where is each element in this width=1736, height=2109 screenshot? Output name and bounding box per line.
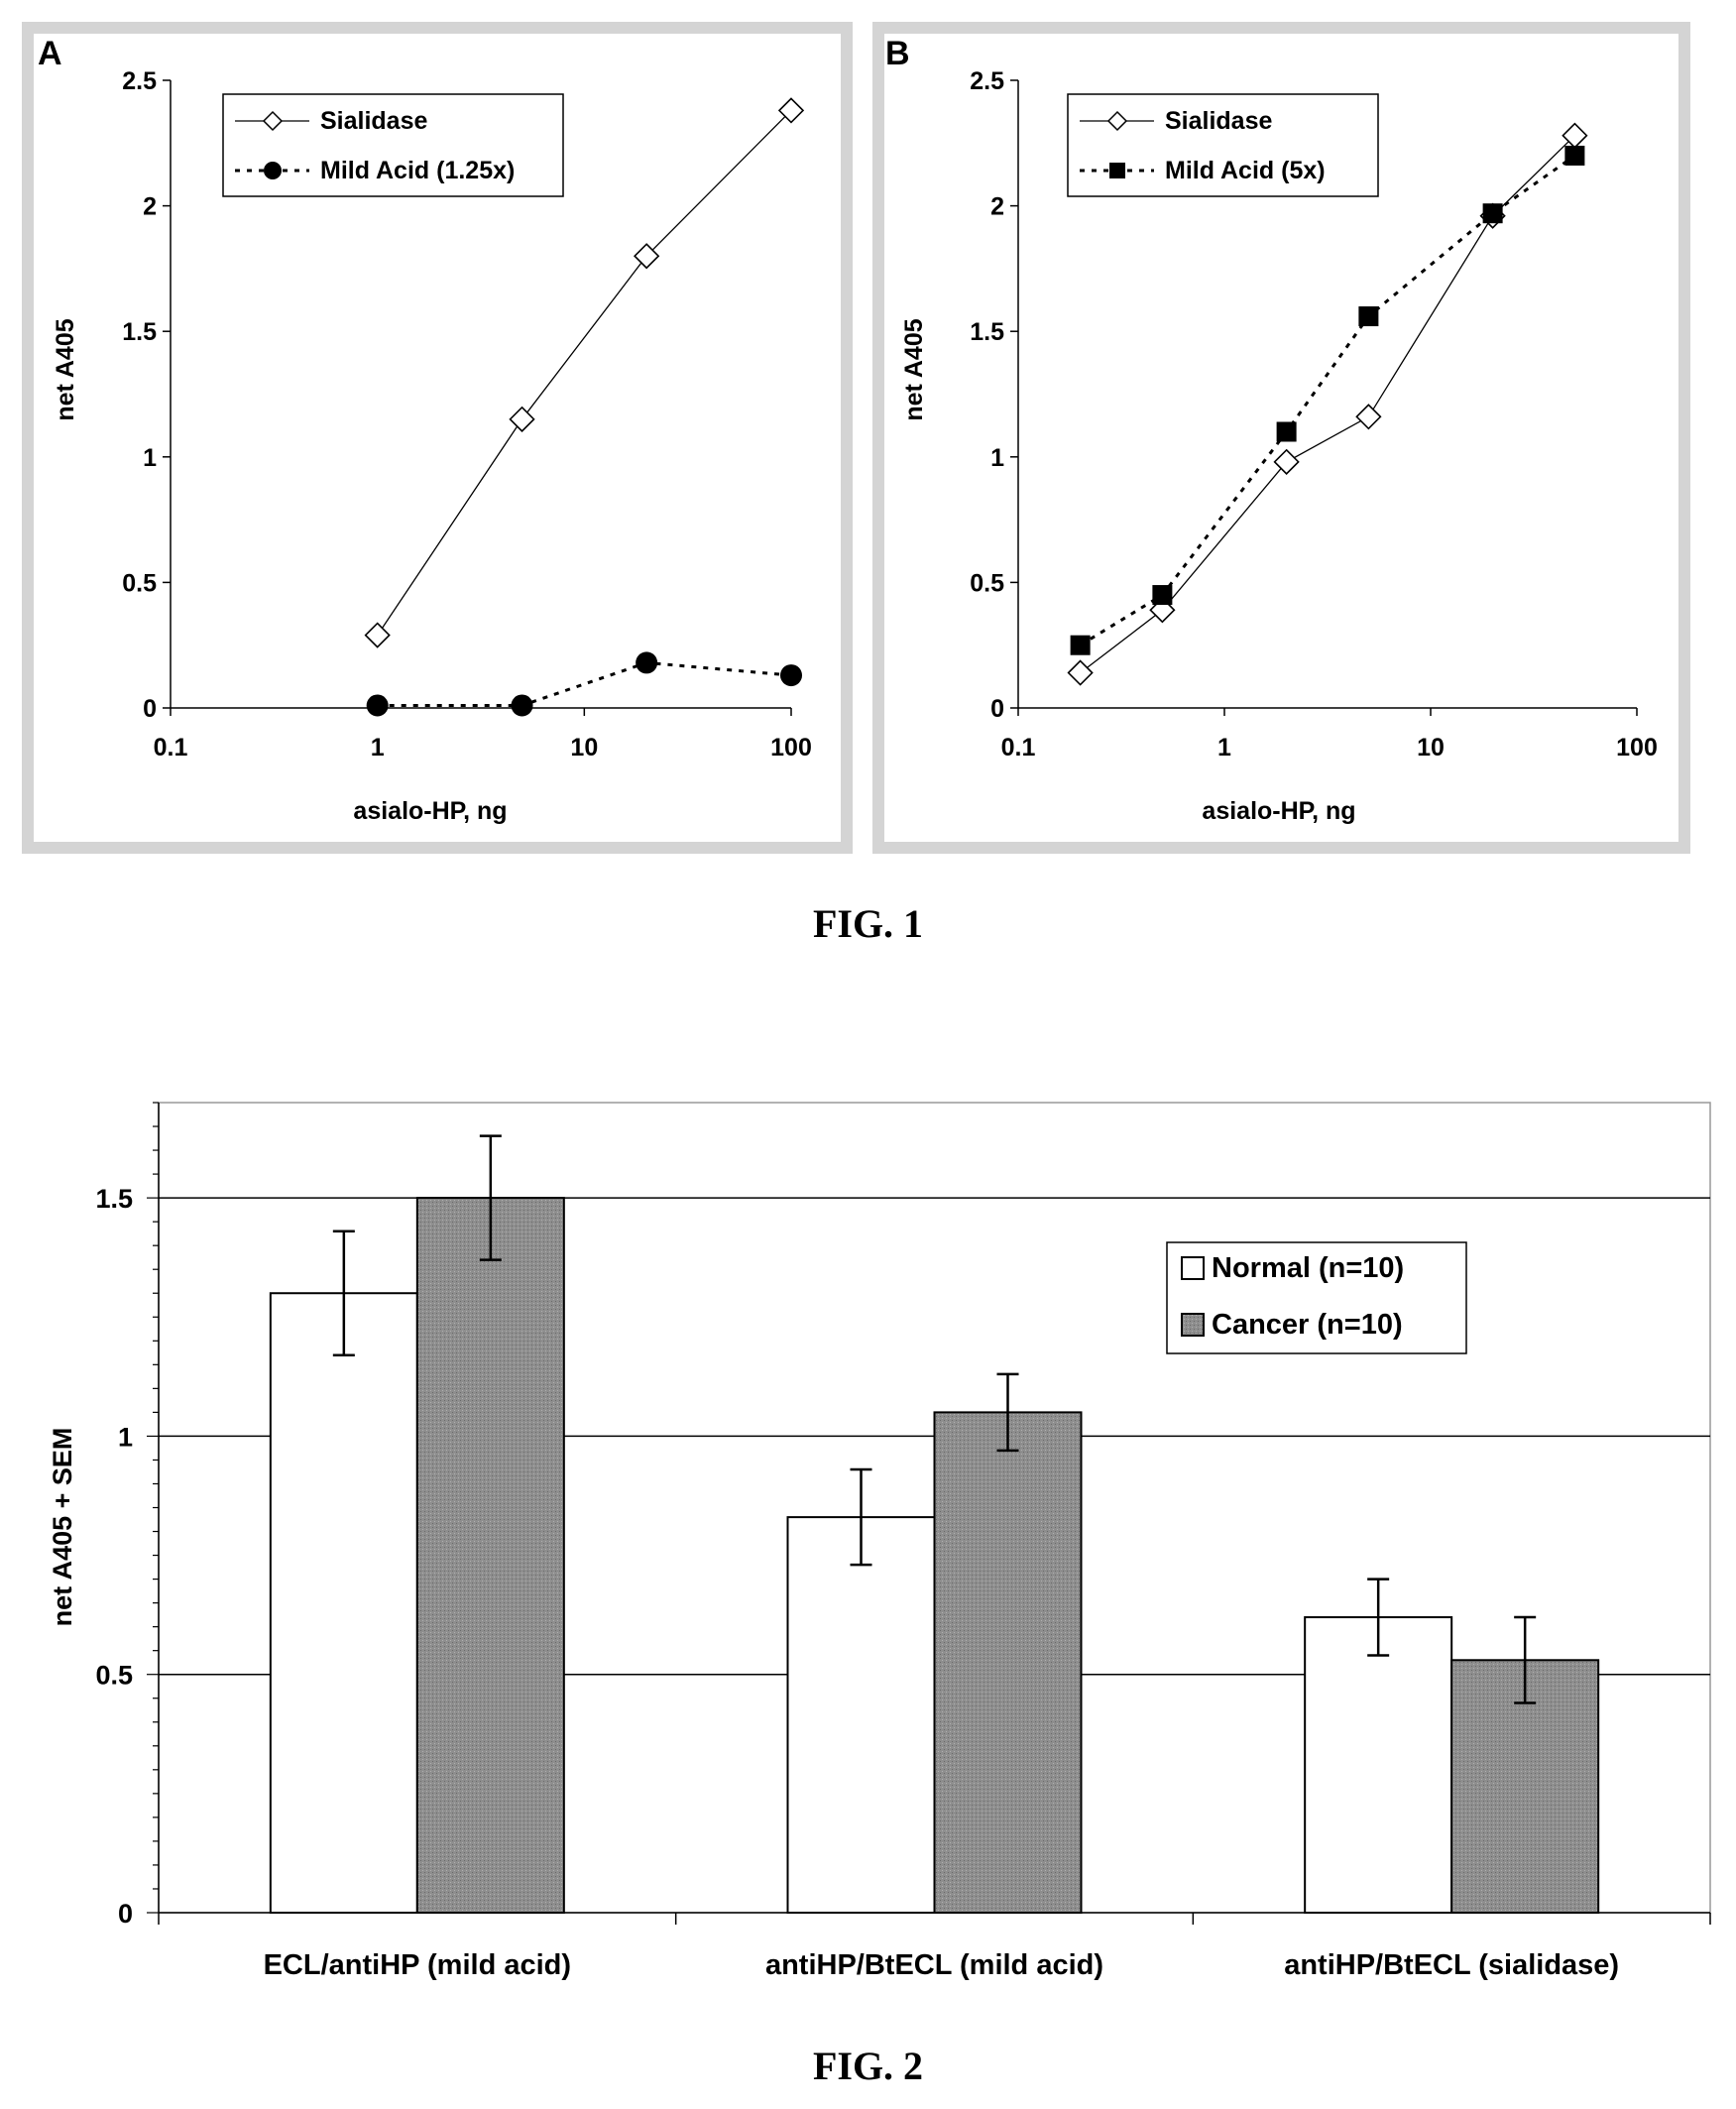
fig2-normal-bar [1305, 1617, 1451, 1913]
panel-a-mild-acid-point [512, 694, 533, 716]
fig2-caption: FIG. 2 [0, 2043, 1736, 2089]
fig2-y-tick-label: 1 [118, 1422, 133, 1452]
panel-b-y-tick-label: 0.5 [970, 569, 1004, 597]
panel-b-mild-acid-point [1564, 146, 1584, 166]
panel-a-mild-acid-point [780, 664, 802, 686]
panel-b-y-tick-label: 2.5 [970, 67, 1004, 95]
fig2-y-tick-label: 1.5 [95, 1184, 133, 1214]
fig2-category-label: ECL/antiHP (mild acid) [264, 1949, 571, 1981]
panel-a-legend: Sialidase Mild Acid (1.25x) [223, 94, 563, 196]
legend-cancer-swatch [1182, 1314, 1204, 1336]
fig2-legend-cancer: Cancer (n=10) [1212, 1309, 1403, 1341]
panel-b-mild-acid-point [1358, 306, 1378, 326]
panel-a-y-tick-label: 2.5 [122, 67, 157, 95]
panel-a-label: A [38, 35, 62, 72]
panel-a-sialidase-point [366, 624, 390, 647]
panel-a-chart: A 0 0.5 1 1.5 2 2.5 0.1 1 10 100 net A405 asialo-… [38, 35, 812, 825]
panel-a-x-tick-label: 100 [770, 734, 812, 762]
panel-a-legend-mild-acid: Mild Acid (1.25x) [320, 157, 515, 184]
panel-b-legend-mild-acid: Mild Acid (5x) [1165, 157, 1326, 184]
fig2-normal-bar [271, 1293, 417, 1913]
fig2-cancer-bar [935, 1412, 1082, 1913]
panel-b-y-axis-label: net A405 [900, 318, 928, 420]
panel-b-legend: Sialidase Mild Acid (5x) [1068, 94, 1378, 196]
panel-b-y-tick-label: 1.5 [970, 318, 1004, 346]
fig2-normal-bar [788, 1517, 935, 1913]
panel-b-y-tick-label: 1 [990, 444, 1004, 472]
panel-a-y-tick-label: 1 [143, 444, 157, 472]
panel-b-y-tick-label: 2 [990, 193, 1004, 221]
panel-b-chart: B 0 0.5 1 1.5 2 2.5 0.1 1 10 100 net A405 asialo-… [885, 35, 1658, 825]
panel-b-x-axis-label: asialo-HP, ng [1202, 797, 1355, 825]
panel-b-series-2-line [1081, 156, 1575, 645]
panel-b-y-tick-label: 0 [990, 695, 1004, 723]
legend-normal-swatch [1182, 1257, 1204, 1279]
panel-a-y-tick-label: 0 [143, 695, 157, 723]
panel-b-mild-acid-point [1152, 585, 1172, 605]
panel-b-legend-sialidase: Sialidase [1165, 107, 1272, 135]
panel-b-mild-acid-point [1277, 421, 1297, 441]
panel-b-mild-acid-point [1071, 636, 1091, 655]
panel-b-x-tick-label: 10 [1417, 734, 1445, 762]
panel-a-x-tick-label: 10 [570, 734, 598, 762]
panel-b-label: B [885, 35, 910, 72]
panel-a-x-tick-label: 0.1 [154, 734, 188, 762]
panel-b-sialidase-point [1275, 450, 1299, 474]
panel-a-y-tick-label: 2 [143, 193, 157, 221]
legend-filled-square-marker [1109, 163, 1125, 178]
fig2-y-tick-label: 0 [118, 1899, 133, 1929]
fig2-y-tick-label: 0.5 [95, 1661, 133, 1691]
fig2-y-axis-label: net A405 + SEM [48, 1428, 77, 1627]
panel-a-y-tick-label: 0.5 [122, 569, 157, 597]
panel-a-y-axis-label: net A405 [52, 318, 79, 420]
panel-a-mild-acid-point [636, 651, 657, 673]
fig2-category-label: antiHP/BtECL (mild acid) [765, 1949, 1103, 1981]
fig2-legend: Normal (n=10) Cancer (n=10) [1167, 1242, 1466, 1353]
fig1-caption: FIG. 1 [0, 900, 1736, 947]
fig2-category-label: antiHP/BtECL (sialidase) [1284, 1949, 1619, 1981]
panel-b-x-tick-label: 1 [1217, 734, 1231, 762]
panel-b-sialidase-point [1069, 661, 1093, 685]
panel-a-series-2-line [378, 662, 791, 705]
panel-b-sialidase-point [1356, 405, 1380, 428]
panel-b-x-tick-label: 0.1 [1001, 734, 1036, 762]
fig2-chart: 0 0.5 1 1.5 ECL/antiHP (mild acid) antiHP/BtE… [48, 1103, 1710, 1981]
panel-a-mild-acid-point [367, 694, 389, 716]
fig2-legend-normal: Normal (n=10) [1212, 1252, 1404, 1284]
fig2-cancer-bar [417, 1198, 564, 1913]
panel-b-x-tick-label: 100 [1616, 734, 1658, 762]
panel-a-x-tick-label: 1 [371, 734, 385, 762]
panel-a-y-tick-label: 1.5 [122, 318, 157, 346]
panel-a-x-axis-label: asialo-HP, ng [353, 797, 507, 825]
panel-a-sialidase-point [511, 408, 534, 431]
legend-filled-circle-marker [264, 162, 282, 179]
panel-a-legend-sialidase: Sialidase [320, 107, 427, 135]
panel-b-mild-acid-point [1483, 203, 1503, 223]
